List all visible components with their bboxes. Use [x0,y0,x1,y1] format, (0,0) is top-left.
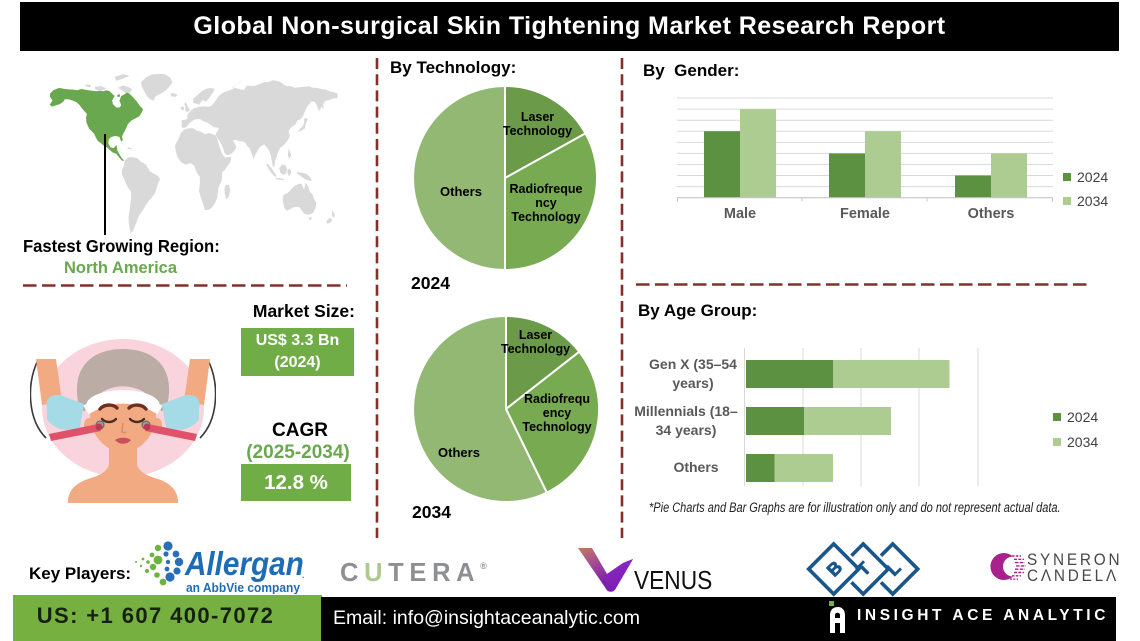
svg-text:Allergan: Allergan [184,546,304,583]
svg-text:.: . [302,571,304,580]
svg-text:SYNERON: SYNERON [1027,552,1122,570]
svg-text:VENUS: VENUS [634,567,712,594]
svg-text:Others: Others [968,206,1015,222]
svg-text:an AbbVie company: an AbbVie company [186,581,300,594]
svg-text:Male: Male [724,206,756,222]
svg-text:Female: Female [840,206,890,222]
svg-text:CΛNDELΛ: CΛNDELΛ [1027,568,1119,586]
